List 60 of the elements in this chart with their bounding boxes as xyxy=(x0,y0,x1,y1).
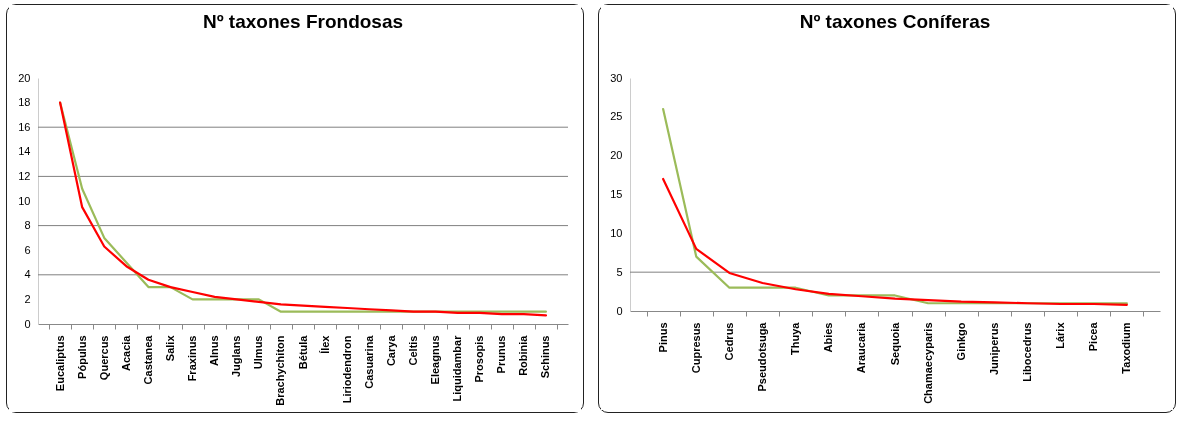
x-tick-label: Pópulus xyxy=(75,335,88,379)
x-tick-label: Ulmus xyxy=(252,335,265,370)
x-tick-label: Eleagnus xyxy=(429,335,441,385)
x-tick-label: Quercus xyxy=(97,335,110,381)
y-tick-label: 14 xyxy=(18,145,31,158)
x-tick-label: Libocedrus xyxy=(1021,322,1033,382)
x-tick-label: Liquidambar xyxy=(451,334,464,402)
x-tick-label: Juglans xyxy=(230,335,243,378)
x-tick-label: Ginkgo xyxy=(954,322,967,361)
x-tick-label: Robinia xyxy=(517,334,530,376)
x-tick-label: Liriodendron xyxy=(340,335,353,404)
x-tick-label: Eucaliptus xyxy=(53,335,66,392)
x-tick-label: Araucaria xyxy=(855,321,868,374)
y-tick-label: 20 xyxy=(18,71,31,84)
x-tick-label: Castanea xyxy=(141,334,154,385)
y-tick-label: 0 xyxy=(616,304,623,317)
x-tick-label: Lárix xyxy=(1054,321,1067,349)
y-tick-label: 12 xyxy=(18,169,31,182)
y-tick-label: 18 xyxy=(18,96,31,109)
y-tick-label: 10 xyxy=(610,226,623,239)
x-tick-label: Thuya xyxy=(789,321,802,355)
x-tick-label: Juniperus xyxy=(987,322,1000,376)
y-tick-label: 6 xyxy=(24,243,31,256)
y-tick-label: 5 xyxy=(616,265,623,278)
chart-title: Nº taxones Frondosas xyxy=(202,11,404,32)
x-tick-label: Pseudotsuga xyxy=(756,321,768,392)
x-tick-label: Fraxinus xyxy=(186,335,199,382)
y-tick-label: 10 xyxy=(18,194,31,207)
line-series xyxy=(662,107,1128,305)
x-tick-label: Ílex xyxy=(318,334,331,354)
y-tick-label: 15 xyxy=(610,188,623,200)
x-tick-label: Sequoia xyxy=(888,321,901,366)
x-tick-label: Bétula xyxy=(296,334,309,370)
y-tick-label: 16 xyxy=(18,120,31,133)
x-tick-label: Brachychiton xyxy=(274,335,287,406)
x-tick-label: Taxodium xyxy=(1120,322,1133,374)
x-tick-label: Cupresus xyxy=(689,322,702,374)
x-tick-label: Alnus xyxy=(208,335,221,367)
line-series xyxy=(662,177,1128,306)
x-tick-label: Abies xyxy=(822,322,835,353)
x-tick-label: Salix xyxy=(164,334,176,362)
x-tick-label: Cedrus xyxy=(722,322,735,361)
x-tick-label: Pinus xyxy=(656,322,669,353)
x-tick-label: Carya xyxy=(384,334,397,367)
y-tick-label: 30 xyxy=(610,71,623,84)
y-tick-label: 4 xyxy=(24,268,31,281)
chart-title: Nº taxones Coníferas xyxy=(799,11,991,32)
x-tick-label: Picea xyxy=(1087,321,1100,352)
x-tick-label: Prunus xyxy=(495,335,508,374)
y-tick-label: 8 xyxy=(24,219,31,232)
x-tick-label: Celtis xyxy=(406,335,419,366)
y-tick-label: 2 xyxy=(24,292,31,305)
y-tick-label: 25 xyxy=(610,110,623,123)
x-tick-label: Chamaecyparis xyxy=(921,322,934,404)
y-tick-label: 0 xyxy=(24,317,31,330)
y-tick-label: 20 xyxy=(610,149,623,162)
x-tick-label: Prosopis xyxy=(473,335,486,383)
x-tick-label: Casuarina xyxy=(362,334,375,389)
x-tick-label: Acacia xyxy=(119,334,132,371)
x-tick-label: Schinus xyxy=(539,335,552,379)
